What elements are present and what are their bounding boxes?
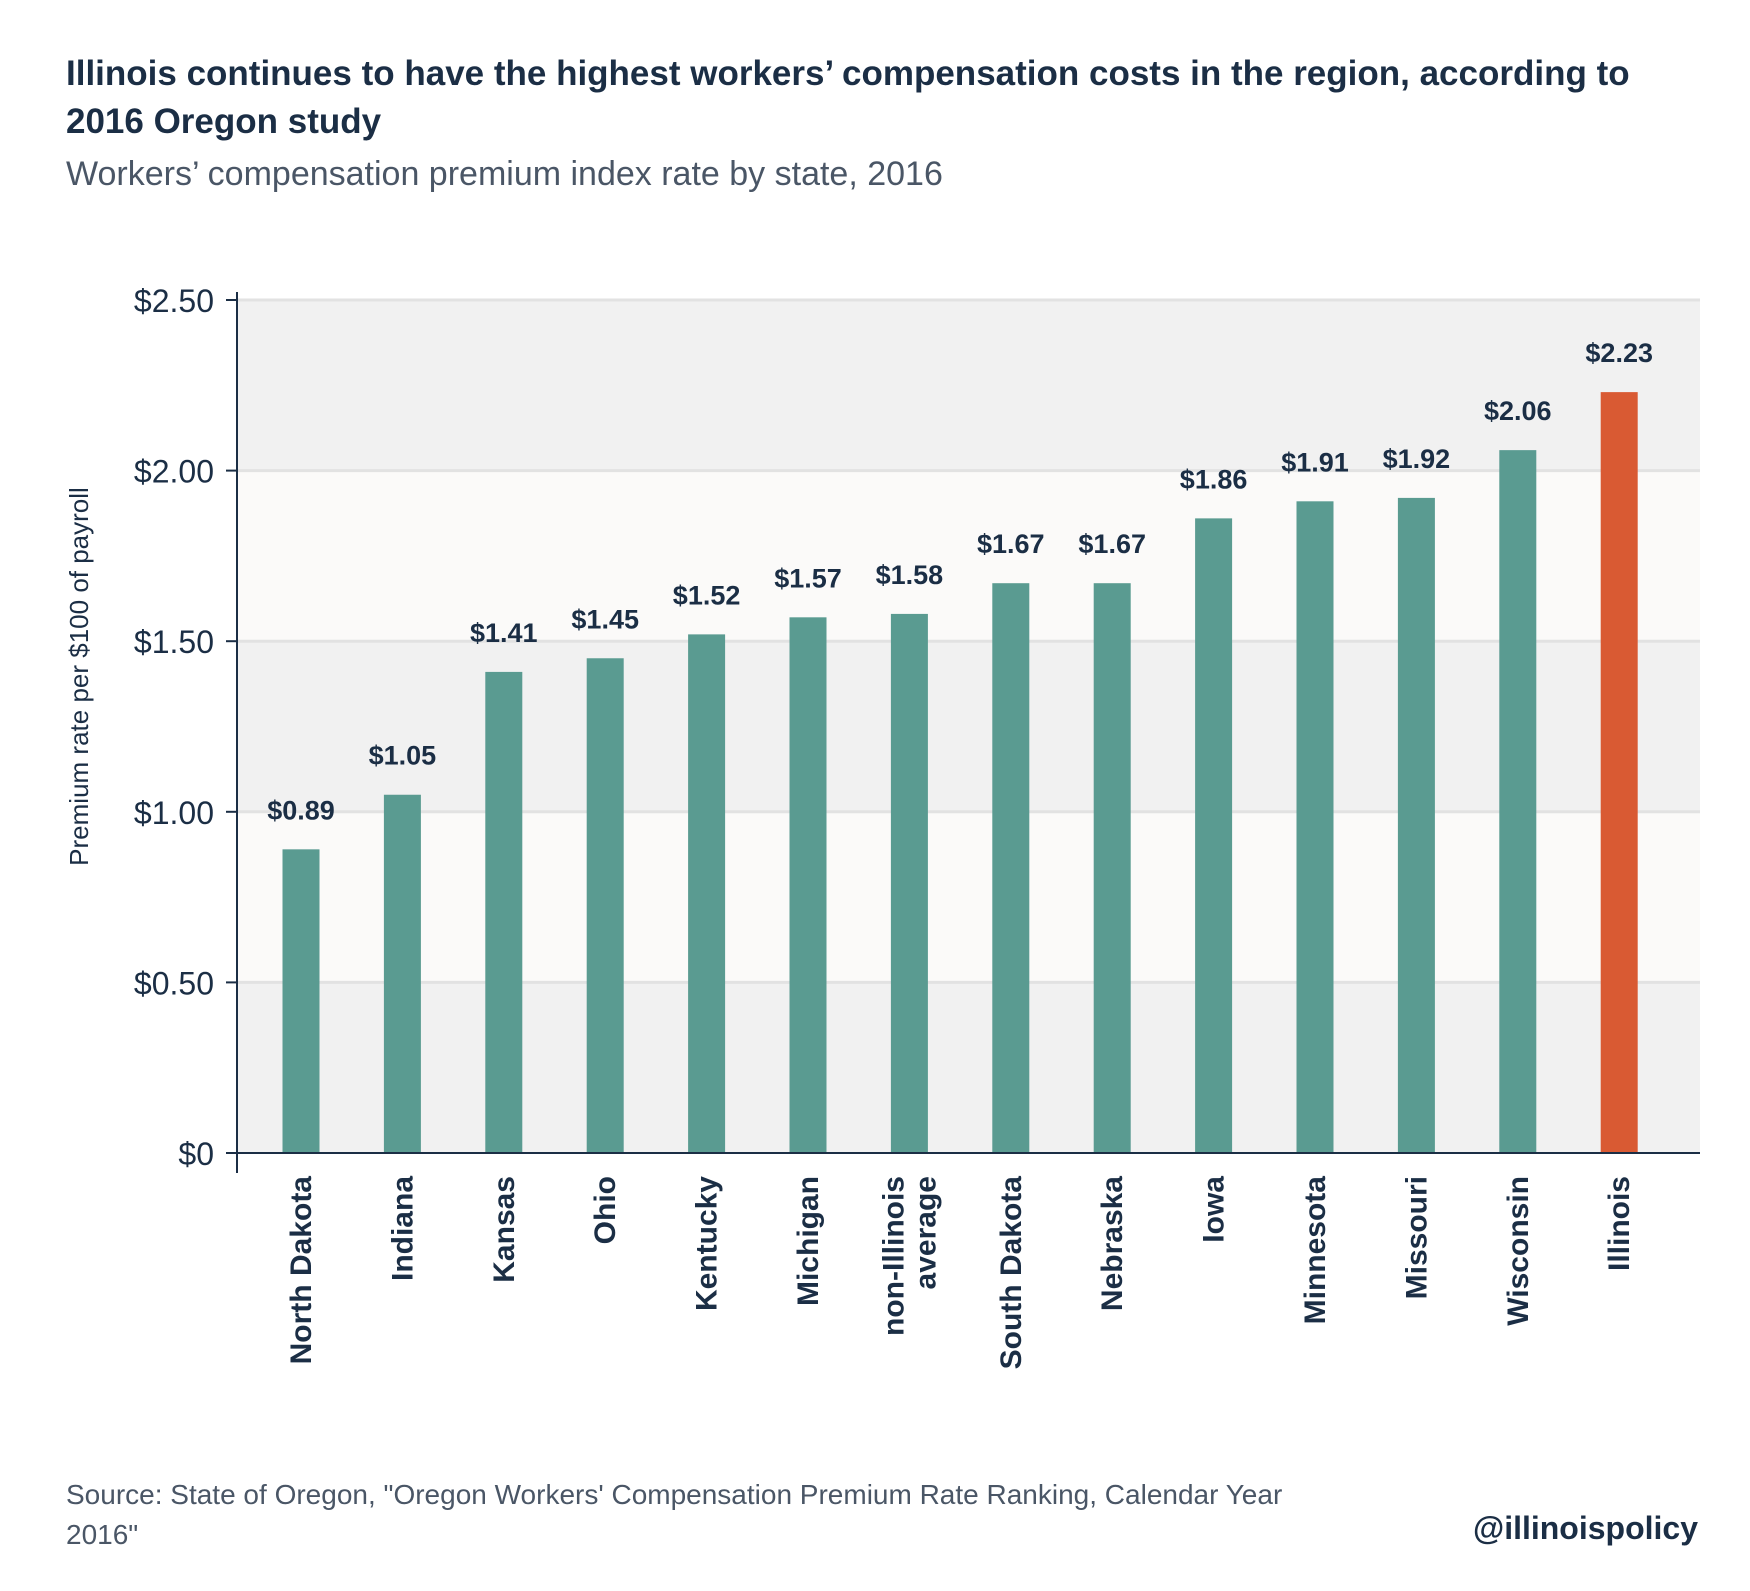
data-label: $1.92 [1383,444,1451,474]
x-tick-label: non-Illinoisaverage [877,1176,942,1336]
twitter-handle: @illinoispolicy [1472,1510,1698,1546]
bar [890,613,928,1153]
y-tick-label: $0.50 [134,965,214,1001]
y-tick-label: $2.50 [134,283,214,319]
background-band [237,641,1700,812]
bars [282,392,1638,1154]
data-label: $1.58 [876,560,944,590]
x-tick-label: Minnesota [1299,1176,1332,1325]
background-band [237,300,1700,471]
x-tick-label: South Dakota [995,1176,1028,1370]
source-note: Source: State of Oregon, "Oregon Workers… [66,1479,1283,1550]
x-tick-label: Ohio [589,1176,622,1244]
data-label: $2.06 [1484,396,1552,426]
y-tick-label: $1.50 [134,624,214,660]
gridlines [237,298,1700,984]
bar [688,634,726,1153]
bar [586,658,624,1153]
background-bands [237,300,1700,1153]
bar [1093,583,1131,1153]
x-tick-label: Indiana [386,1176,419,1281]
data-label: $1.41 [470,618,538,648]
x-tick-label: Iowa [1198,1176,1231,1243]
bar [383,794,421,1153]
data-label: $1.45 [571,604,639,634]
value-labels: $0.89 $1.05 $1.41 $1.45 $1.52 $1.57 $1.58 $1.67… [267,338,1653,825]
background-band [237,982,1700,1153]
y-axis-ticks: $0 $0.50 $1.00 $1.50 $2.00 $2.50 [134,283,237,1172]
x-tick-label: Kansas [488,1176,521,1283]
bar [1195,518,1233,1153]
bar [992,583,1030,1153]
data-label: $1.05 [369,741,437,771]
y-tick-label: $1.00 [134,795,214,831]
bar [282,849,320,1153]
bar [789,617,827,1153]
x-axis-labels: North Dakota Indiana Kansas Ohio Kentucky Mic… [285,1176,1636,1370]
data-label: $1.67 [977,529,1045,559]
background-band [237,470,1700,642]
data-label: $1.52 [673,580,741,610]
data-label: $1.91 [1281,447,1349,477]
bar [1397,497,1435,1153]
x-tick-label: Michigan [792,1176,825,1306]
data-label: $1.67 [1078,529,1146,559]
x-tick-label: Illinois [1603,1176,1636,1271]
data-label: $1.86 [1180,464,1248,494]
x-tick-label: Kentucky [691,1176,724,1311]
background-band [237,811,1700,983]
y-tick-label: $2.00 [134,454,214,490]
data-label: $0.89 [267,795,335,825]
bar [1499,450,1537,1153]
y-tick-label: $0 [178,1136,214,1172]
x-tick-label: North Dakota [285,1176,318,1365]
x-tick-label: Nebraska [1096,1176,1129,1311]
bar [485,671,523,1153]
bar [1296,501,1334,1154]
x-tick-label: Missouri [1400,1176,1433,1299]
data-label: $1.57 [774,563,842,593]
y-axis-title: Premium rate per $100 of payroll [64,487,94,866]
bar [1600,392,1638,1153]
chart-subtitle: Workers’ compensation premium index rate… [66,155,943,193]
x-tick-label: Wisconsin [1502,1176,1535,1326]
chart-title: Illinois continues to have the highest w… [66,54,1630,141]
data-label: $2.23 [1585,338,1653,368]
